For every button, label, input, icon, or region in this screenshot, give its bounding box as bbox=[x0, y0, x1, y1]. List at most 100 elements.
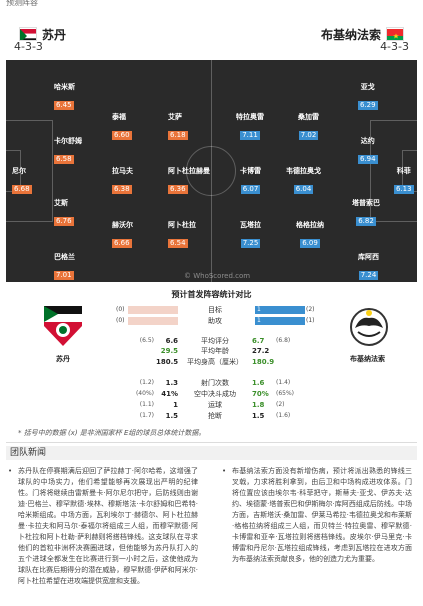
home-formation: 4-3-3 bbox=[14, 40, 43, 53]
home-sub-value: (0) bbox=[116, 317, 125, 324]
away-value: 180.9 bbox=[252, 358, 275, 366]
player-rating: 7.25 bbox=[240, 239, 261, 248]
away-bar-fill bbox=[255, 317, 305, 325]
home-news-text: 苏丹队在停赛期满后迎回了萨拉赫丁·阿尔哈希，这增强了球队的中场实力，他们希望能够… bbox=[18, 467, 198, 585]
footnote: * 括号中的数据 (x) 是非洲国家杯 E组的球员总体统计数据。 bbox=[18, 429, 206, 437]
home-sub-value: (1.1) bbox=[139, 401, 154, 408]
home-player[interactable]: 拉马夫 6.38 bbox=[112, 166, 133, 195]
away-player[interactable]: 特拉奥雷 7.11 bbox=[236, 112, 264, 141]
player-rating: 7.02 bbox=[298, 131, 319, 140]
player-name: 尼尔 bbox=[12, 167, 26, 175]
home-player[interactable]: 阿卜杜拉 6.54 bbox=[168, 220, 196, 249]
player-rating: 6.60 bbox=[112, 131, 132, 140]
away-value: 6.7 bbox=[252, 337, 265, 345]
home-player[interactable]: 阿卜杜拉赫曼 6.36 bbox=[168, 166, 210, 195]
center-circle bbox=[186, 146, 236, 196]
home-team-header[interactable]: 苏丹 bbox=[14, 10, 66, 58]
player-name: 亚戈 bbox=[360, 83, 375, 91]
away-player[interactable]: 库阿西 7.24 bbox=[358, 252, 379, 281]
away-sub-value: (2) bbox=[276, 401, 285, 408]
home-player[interactable]: 尼尔 6.68 bbox=[12, 166, 32, 195]
home-sub-value: (6.5) bbox=[139, 337, 154, 344]
away-sub-value: (1.4) bbox=[276, 379, 291, 386]
stat-row-aerials: (40%) 41% 空中决斗成功 70% (65%) bbox=[0, 389, 423, 399]
away-player[interactable]: 科菲 6.13 bbox=[394, 166, 414, 195]
away-sub-value: (2) bbox=[306, 306, 315, 313]
player-rating: 6.45 bbox=[54, 101, 74, 110]
away-player[interactable]: 格格拉纳 6.09 bbox=[296, 220, 324, 249]
player-name: 阿卜杜拉 bbox=[168, 221, 196, 229]
home-player[interactable]: 巴格兰 7.01 bbox=[54, 252, 75, 281]
stat-label: 平均年龄 bbox=[201, 347, 229, 355]
away-player[interactable]: 瓦塔拉 7.25 bbox=[240, 220, 261, 249]
home-sub-value: (0) bbox=[116, 306, 125, 313]
player-rating: 6.13 bbox=[394, 185, 414, 194]
home-sub-value: (40%) bbox=[135, 390, 154, 397]
away-player[interactable]: 韦德拉奥戈 6.04 bbox=[286, 166, 321, 195]
home-value: 6.6 bbox=[165, 337, 178, 345]
player-name: 韦德拉奥戈 bbox=[286, 167, 321, 175]
player-rating: 6.68 bbox=[12, 185, 32, 194]
pitch: 尼尔 6.68 哈米斯 6.45 卡尔舒姆 6.58 艾斯 6.76 巴格兰 7… bbox=[6, 60, 417, 282]
home-player[interactable]: 艾萨 6.18 bbox=[168, 112, 188, 141]
away-value: 1 bbox=[257, 306, 261, 313]
away-player[interactable]: 卡博雷 6.07 bbox=[240, 166, 261, 195]
away-news-text: 布基纳法索方面没有新增伤病，预计将派出熟悉的锋线三叉戟，力求将胜利拿到，由后卫和… bbox=[232, 467, 412, 563]
stat-row-avg-height: 180.5 平均身高（厘米） 180.9 bbox=[0, 357, 423, 367]
player-rating: 6.76 bbox=[54, 217, 74, 226]
player-rating: 6.94 bbox=[358, 155, 378, 164]
stat-label: 射门次数 bbox=[201, 379, 229, 387]
player-rating: 6.36 bbox=[168, 185, 188, 194]
away-sub-value: (65%) bbox=[276, 390, 295, 397]
player-rating: 7.24 bbox=[358, 271, 379, 280]
player-name: 拉马夫 bbox=[112, 167, 133, 175]
home-player[interactable]: 卡尔舒姆 6.58 bbox=[54, 136, 82, 165]
stat-label: 空中决斗成功 bbox=[194, 390, 236, 398]
player-name: 瓦塔拉 bbox=[240, 221, 261, 229]
player-name: 卡博雷 bbox=[240, 167, 261, 175]
away-bar: 1 bbox=[255, 317, 305, 325]
home-player[interactable]: 哈米斯 6.45 bbox=[54, 82, 75, 111]
away-player[interactable]: 亚戈 6.29 bbox=[358, 82, 378, 111]
home-player[interactable]: 泰福 6.60 bbox=[112, 112, 132, 141]
home-value: 1.5 bbox=[165, 412, 178, 420]
home-sub-value: (1.7) bbox=[139, 412, 154, 419]
stat-label: 抢断 bbox=[208, 412, 222, 420]
stat-row-avg-rating: (6.5) 6.6 平均评分 6.7 (6.8) bbox=[0, 336, 423, 346]
away-player[interactable]: 塔普索巴 6.82 bbox=[352, 198, 380, 227]
player-name: 格格拉纳 bbox=[296, 221, 324, 229]
away-value: 27.2 bbox=[252, 347, 270, 355]
away-sub-value: (1.6) bbox=[276, 412, 291, 419]
away-sub-value: (1) bbox=[306, 317, 315, 324]
stat-label: 运球 bbox=[208, 401, 222, 409]
stat-label: 目标 bbox=[208, 306, 222, 314]
home-player[interactable]: 艾斯 6.76 bbox=[54, 198, 74, 227]
away-bar-fill bbox=[255, 306, 305, 314]
away-player[interactable]: 桑加雷 7.02 bbox=[298, 112, 319, 141]
player-name: 特拉奥雷 bbox=[236, 113, 264, 121]
home-bar: 0 bbox=[128, 317, 302, 325]
away-bar: 1 bbox=[255, 306, 305, 314]
home-player[interactable]: 赫沃尔 6.66 bbox=[112, 220, 133, 249]
player-rating: 6.38 bbox=[112, 185, 132, 194]
stat-row-dribbles: (1.1) 1 运球 1.8 (2) bbox=[0, 400, 423, 410]
stat-bar-goals: (0) 0 目标 1 (2) bbox=[0, 305, 423, 315]
player-name: 赫沃尔 bbox=[112, 221, 133, 229]
away-player[interactable]: 达约 6.94 bbox=[358, 136, 378, 165]
player-name: 桑加雷 bbox=[298, 113, 319, 121]
away-value: 1.5 bbox=[252, 412, 265, 420]
player-name: 阿卜杜拉赫曼 bbox=[168, 167, 210, 175]
burkina-faso-flag-icon bbox=[386, 27, 404, 41]
away-team-header[interactable]: 布基纳法索 bbox=[321, 10, 409, 58]
player-rating: 6.09 bbox=[300, 239, 320, 248]
player-rating: 6.54 bbox=[168, 239, 188, 248]
home-emblem-label: 苏丹 bbox=[56, 355, 70, 363]
away-formation: 4-3-3 bbox=[380, 40, 409, 53]
watermark: © WhoScored.com bbox=[184, 272, 251, 280]
home-value: 41% bbox=[161, 390, 178, 398]
player-name: 卡尔舒姆 bbox=[54, 137, 82, 145]
stat-row-shots: (1.2) 1.3 射门次数 1.6 (1.4) bbox=[0, 378, 423, 388]
player-name: 艾萨 bbox=[168, 113, 182, 121]
away-value: 70% bbox=[252, 390, 269, 398]
home-value: 1 bbox=[173, 401, 178, 409]
